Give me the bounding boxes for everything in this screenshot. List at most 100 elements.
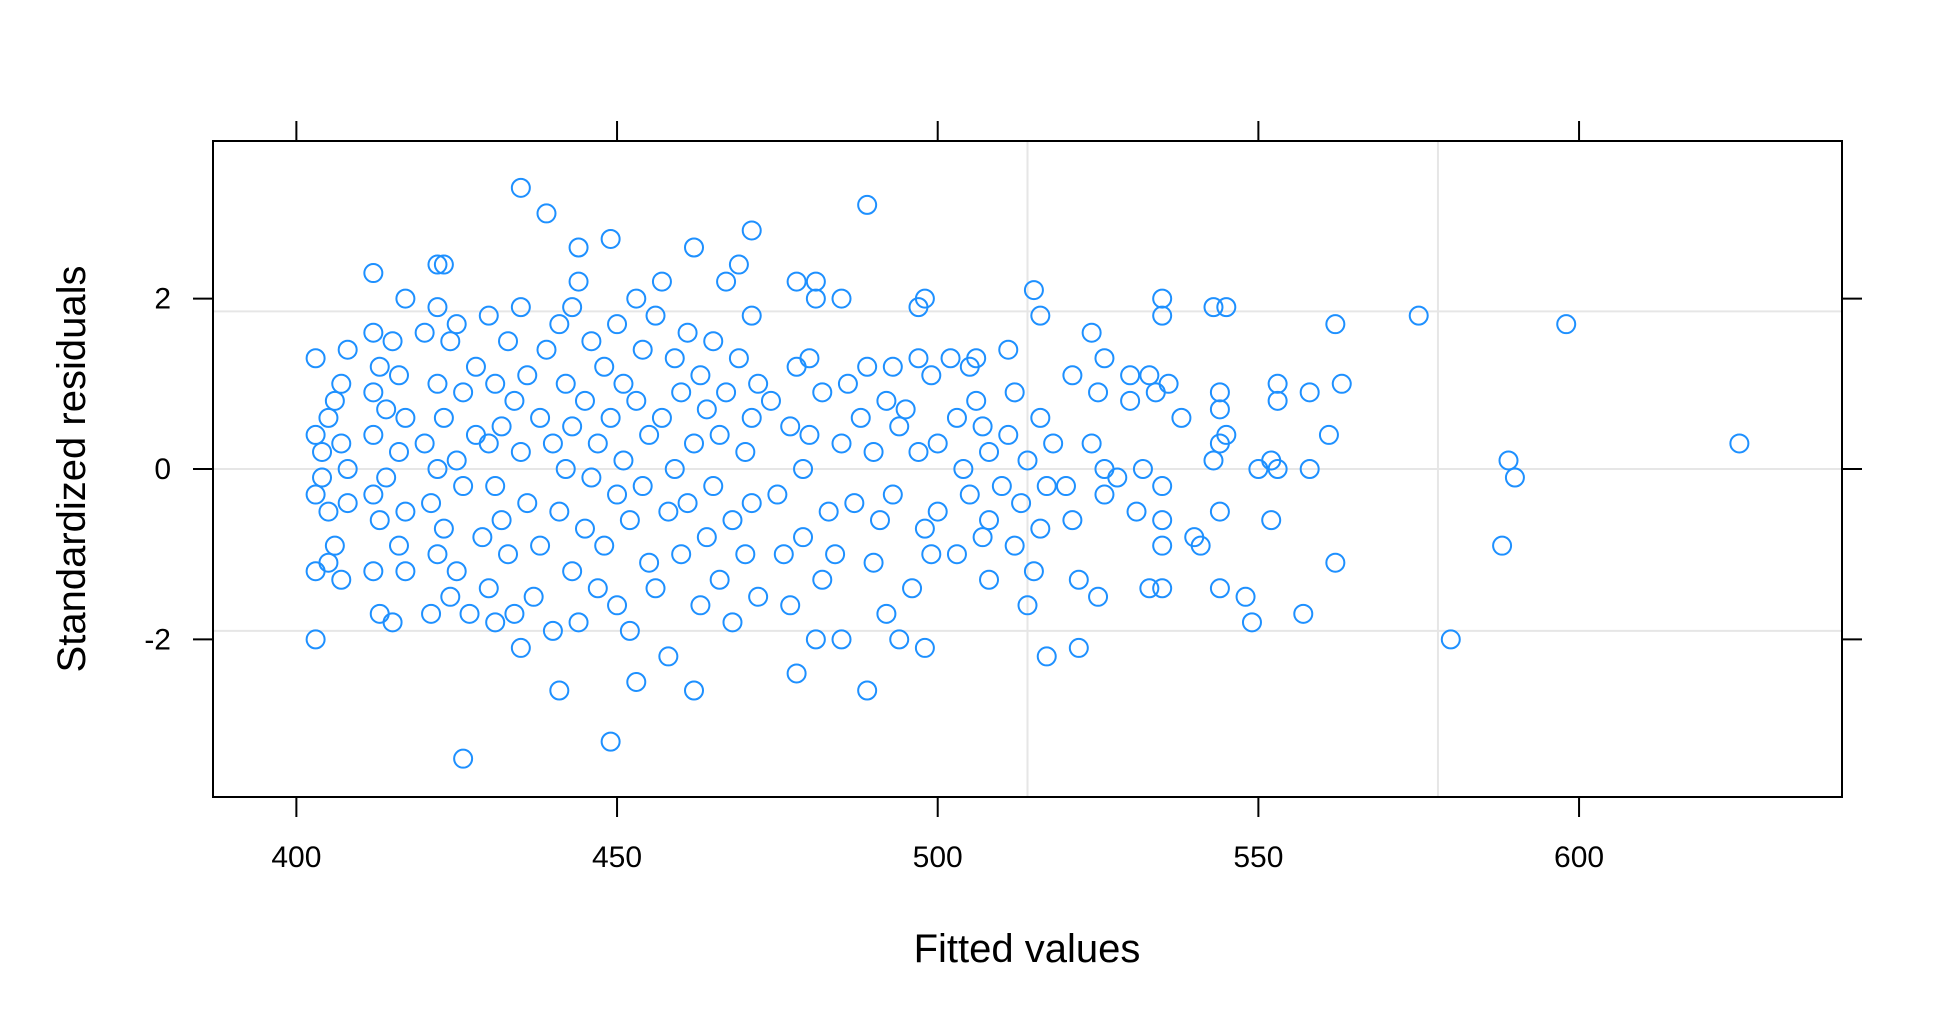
data-point	[684, 680, 705, 701]
data-point	[388, 441, 409, 462]
data-point	[1004, 535, 1025, 556]
data-point	[998, 424, 1019, 445]
data-point	[600, 731, 621, 752]
data-point	[741, 220, 762, 241]
data-point	[305, 424, 326, 445]
data-point	[831, 288, 852, 309]
data-point	[972, 416, 993, 437]
data-point	[363, 263, 384, 284]
data-point	[1152, 305, 1173, 326]
data-point	[1152, 288, 1173, 309]
data-point	[427, 373, 448, 394]
data-point	[921, 365, 942, 386]
data-point	[902, 578, 923, 599]
data-point	[805, 288, 826, 309]
data-point	[1209, 578, 1230, 599]
data-point	[703, 476, 724, 497]
data-point	[1325, 314, 1346, 335]
data-point	[709, 569, 730, 590]
data-point	[510, 441, 531, 462]
data-point	[363, 484, 384, 505]
data-point	[498, 331, 519, 352]
data-point	[388, 535, 409, 556]
data-point	[1261, 510, 1282, 531]
data-point	[1004, 382, 1025, 403]
data-point	[645, 305, 666, 326]
data-point	[523, 586, 544, 607]
data-point	[946, 407, 967, 428]
data-point	[1203, 297, 1224, 318]
data-point	[478, 305, 499, 326]
data-point	[433, 254, 454, 275]
data-point	[1036, 646, 1057, 667]
data-point	[1293, 603, 1314, 624]
data-point	[600, 407, 621, 428]
data-point	[703, 331, 724, 352]
data-point	[1055, 476, 1076, 497]
data-point	[331, 433, 352, 454]
y-tick-label: 2	[154, 283, 171, 316]
data-point	[305, 348, 326, 369]
data-point	[914, 288, 935, 309]
data-point	[979, 441, 1000, 462]
data-point	[998, 339, 1019, 360]
data-point	[587, 433, 608, 454]
data-point	[594, 356, 615, 377]
data-point	[1216, 297, 1237, 318]
data-point	[812, 382, 833, 403]
data-point	[1235, 586, 1256, 607]
data-point	[728, 254, 749, 275]
data-point	[555, 373, 576, 394]
data-point	[1729, 433, 1750, 454]
data-point	[793, 527, 814, 548]
data-point	[491, 416, 512, 437]
data-point	[363, 382, 384, 403]
data-point	[741, 407, 762, 428]
data-point	[536, 203, 557, 224]
data-point	[748, 373, 769, 394]
data-point	[671, 544, 692, 565]
data-point	[799, 348, 820, 369]
y-axis-title: Standardized residuals	[50, 266, 94, 673]
data-point	[549, 501, 570, 522]
data-point	[562, 297, 583, 318]
data-point	[510, 177, 531, 198]
data-point	[805, 271, 826, 292]
data-point	[876, 390, 897, 411]
data-point	[549, 314, 570, 335]
data-point	[453, 382, 474, 403]
data-point	[748, 586, 769, 607]
data-point	[562, 561, 583, 582]
data-point	[305, 561, 326, 582]
data-point	[741, 305, 762, 326]
data-point	[1068, 569, 1089, 590]
data-point	[677, 493, 698, 514]
data-point	[485, 476, 506, 497]
data-point	[793, 459, 814, 479]
data-point	[465, 356, 486, 377]
data-point	[574, 518, 595, 539]
data-point	[517, 493, 538, 514]
data-point	[831, 629, 852, 650]
data-point	[446, 561, 467, 582]
data-point	[369, 356, 390, 377]
data-point	[908, 348, 929, 369]
data-point	[421, 493, 442, 514]
data-point	[414, 322, 435, 343]
data-point	[1088, 382, 1109, 403]
data-point	[504, 390, 525, 411]
data-points	[305, 177, 1750, 769]
data-point	[427, 459, 448, 479]
x-tick-label: 550	[1233, 841, 1283, 874]
data-point	[395, 407, 416, 428]
data-point	[953, 459, 974, 479]
data-point	[690, 595, 711, 616]
data-point	[1126, 501, 1147, 522]
data-point	[690, 365, 711, 386]
data-point	[812, 569, 833, 590]
data-point	[1043, 433, 1064, 454]
data-point	[914, 637, 935, 658]
data-point	[1107, 467, 1128, 488]
data-point	[305, 484, 326, 505]
data-point	[517, 365, 538, 386]
